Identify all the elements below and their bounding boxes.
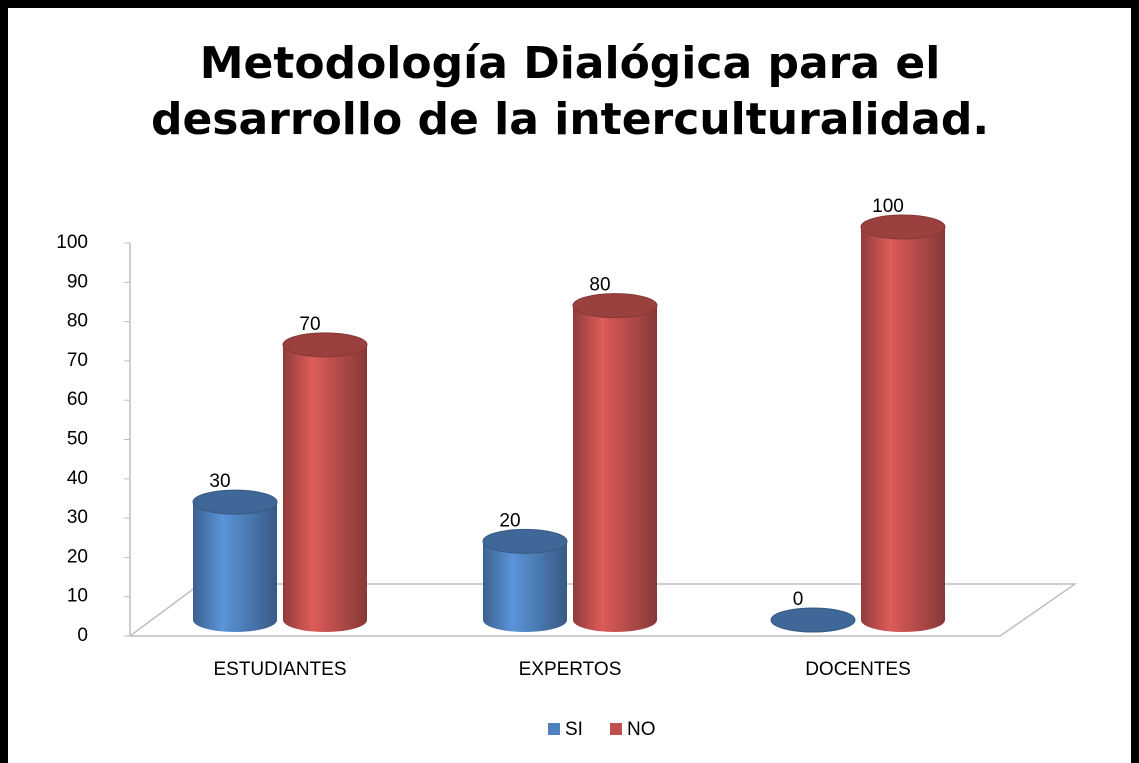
bar-top [282,332,368,358]
value-label: 0 [793,589,804,610]
bar [283,344,367,632]
y-tick-label: 40 [67,468,88,489]
y-tick-label: 70 [67,350,88,371]
legend-label: SI [565,719,583,740]
value-label: 30 [209,471,230,492]
y-tick-label: 90 [67,271,88,292]
bar [483,541,567,632]
y-tick-label: 80 [67,311,88,332]
value-label: 70 [299,314,320,335]
y-tick-label: 30 [67,507,88,528]
value-label: 20 [499,510,520,531]
value-label: 80 [589,275,610,296]
value-label: 100 [872,196,904,217]
bar [861,227,945,632]
floor [127,583,1078,637]
y-tick-label: 100 [56,232,88,253]
y-tick-label: 0 [77,625,88,646]
bar-top [770,607,856,633]
x-tick-label: EXPERTOS [519,659,622,680]
x-tick-label: DOCENTES [805,659,911,680]
bar [193,502,277,632]
bar-top [860,214,946,240]
chart-title: Metodología Dialógica para el desarrollo… [150,38,990,145]
y-tick-label: 20 [67,546,88,567]
bar-top [192,489,278,515]
y-tick-label: 50 [67,429,88,450]
legend-swatch [548,723,560,735]
bar [573,305,657,632]
legend-swatch [610,723,622,735]
bar-top [572,293,658,319]
bar-top [482,528,568,554]
y-tick-label: 10 [67,586,88,607]
y-tick-label: 60 [67,389,88,410]
x-tick-label: ESTUDIANTES [213,659,346,680]
legend-label: NO [627,719,656,740]
